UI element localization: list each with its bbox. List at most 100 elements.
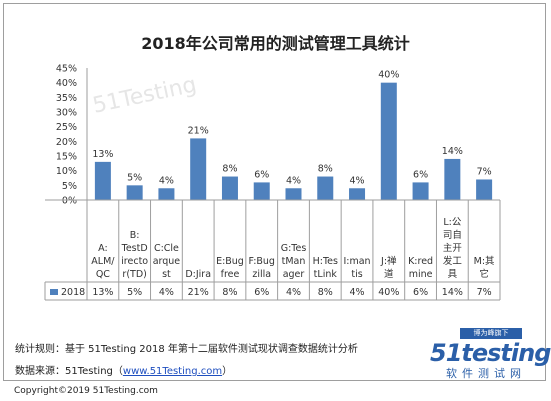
- bar: [285, 188, 302, 200]
- watermark: 51Testing: [91, 72, 199, 118]
- y-tick-label: 30%: [56, 108, 77, 119]
- y-axis: 0% 5% 10% 15% 20% 25% 30% 35% 40% 45%: [56, 64, 88, 207]
- table-value-cell: 4%: [159, 287, 174, 298]
- bar: [158, 188, 175, 200]
- y-tick-label: 45%: [56, 64, 77, 75]
- category-label: M:其: [474, 256, 495, 267]
- bar-value-label: 4%: [159, 175, 174, 186]
- bar: [190, 138, 207, 200]
- table-value-cell: 14%: [442, 287, 463, 298]
- table-value-cell: 4%: [349, 287, 364, 298]
- category-label: K:red: [408, 256, 433, 267]
- bar: [221, 176, 238, 200]
- category-label: J:禅: [380, 255, 397, 267]
- bar: [317, 176, 334, 200]
- category-label: 发工: [443, 255, 463, 267]
- category-label: free: [221, 269, 240, 280]
- table-value-cell: 21%: [188, 287, 209, 298]
- category-label: irecto: [121, 256, 148, 267]
- bar-value-label: 8%: [222, 164, 237, 175]
- logo-subtitle: 软件测试网: [446, 367, 526, 380]
- y-tick-label: 10%: [56, 166, 77, 177]
- bar: [349, 188, 366, 200]
- category-label: tMan: [282, 256, 306, 267]
- legend-swatch: [50, 289, 58, 295]
- source-prefix: 数据来源：51Testing（: [15, 366, 123, 377]
- bar-value-label: 6%: [254, 169, 269, 180]
- category-label: arque: [153, 256, 181, 267]
- category-label: mine: [409, 269, 433, 280]
- table-value-cell: 8%: [222, 287, 237, 298]
- y-tick-label: 15%: [56, 152, 77, 163]
- data-table: A: ALM/QC B: TestD irecto r(TD) C:Cle arque st D:…: [44, 199, 501, 301]
- category-label: st: [162, 269, 171, 280]
- category-label: H:Tes: [313, 256, 338, 267]
- data-source-text: 数据来源：51Testing（www.51Testing.com）: [15, 362, 232, 377]
- category-label: QC: [96, 269, 110, 280]
- category-label: C:Cle: [154, 243, 179, 254]
- category-label: B:: [130, 230, 140, 241]
- table-value-cell: 13%: [92, 287, 113, 298]
- table-value-cell: 40%: [378, 287, 399, 298]
- category-label: tis: [351, 269, 362, 280]
- category-label: E:Bug: [216, 256, 244, 267]
- bar: [253, 182, 270, 200]
- category-label: A:: [98, 243, 108, 254]
- bar: [94, 161, 111, 200]
- category-label: 具: [448, 269, 458, 280]
- category-label: 司自: [443, 229, 462, 241]
- logo-banner: 博为峰旗下: [460, 328, 522, 339]
- category-label: zilla: [252, 269, 271, 280]
- bar: [380, 82, 397, 200]
- table-value-cell: 8%: [318, 287, 333, 298]
- category-label: F:Bug: [248, 256, 275, 267]
- category-label: tLink: [314, 269, 338, 280]
- category-label: 它: [479, 268, 489, 280]
- bar-value-label: 40%: [378, 70, 399, 81]
- bar-value-label: 4%: [349, 175, 364, 186]
- category-label: ALM/: [91, 256, 115, 267]
- y-tick-label: 25%: [56, 122, 77, 133]
- chart-title: 2018年公司常用的测试管理工具统计: [141, 34, 410, 53]
- 51testing-logo: 博为峰旗下 51testing 软件测试网: [430, 328, 551, 380]
- table-value-cell: 6%: [254, 287, 269, 298]
- legend-label: 2018: [61, 287, 85, 298]
- bars: 13% 5% 4% 21% 8% 6% 4% 8% 4% 40% 6% 14% 7%: [92, 70, 493, 200]
- bar-value-label: 13%: [92, 149, 113, 160]
- y-tick-label: 0%: [62, 196, 77, 207]
- category-label: G:Tes: [281, 243, 307, 254]
- bar: [476, 179, 493, 200]
- table-value-cell: 5%: [127, 287, 142, 298]
- bar-value-label: 7%: [477, 166, 492, 177]
- category-label: ager: [283, 269, 305, 280]
- category-label: 主开: [443, 242, 463, 254]
- y-tick-label: 5%: [62, 181, 77, 192]
- copyright-text: Copyright©2019 51Testing.com: [14, 386, 158, 396]
- bar-value-label: 4%: [286, 175, 301, 186]
- bar-value-label: 14%: [442, 146, 463, 157]
- category-label: 道: [384, 268, 394, 280]
- bar: [444, 158, 461, 200]
- bar: [126, 185, 143, 200]
- table-value-cell: 6%: [413, 287, 428, 298]
- y-tick-label: 20%: [56, 137, 77, 148]
- bar-chart: 51Testing 0% 5% 10% 15% 20% 25% 30% 35% 40% 45% 1…: [44, 64, 501, 301]
- bar-value-label: 5%: [127, 172, 142, 183]
- logo-wordmark: 51testing: [430, 339, 551, 367]
- source-suffix: ）: [222, 366, 233, 377]
- category-label: D:Jira: [185, 269, 211, 280]
- source-link[interactable]: www.51Testing.com: [122, 366, 223, 377]
- bar-value-label: 6%: [413, 169, 428, 180]
- bar-value-label: 8%: [318, 164, 333, 175]
- category-label: L:公: [443, 217, 461, 228]
- y-tick-label: 35%: [56, 93, 77, 104]
- category-label: TestD: [121, 243, 148, 254]
- y-tick-label: 40%: [56, 78, 77, 89]
- category-label: I:man: [343, 256, 370, 267]
- table-value-cell: 7%: [477, 287, 492, 298]
- category-label: r(TD): [122, 269, 146, 280]
- bar: [412, 182, 429, 200]
- table-value-cell: 4%: [286, 287, 301, 298]
- stat-rule-text: 统计规则：基于 51Testing 2018 年第十二届软件测试现状调查数据统计…: [15, 344, 358, 355]
- bar-value-label: 21%: [188, 125, 209, 136]
